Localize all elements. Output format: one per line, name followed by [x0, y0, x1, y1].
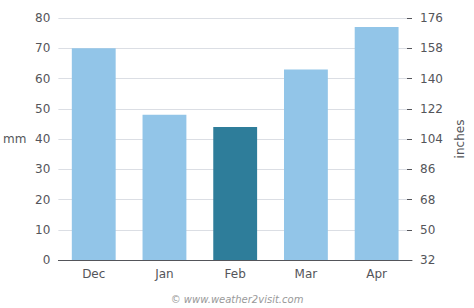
svg-text:32: 32 — [420, 253, 435, 267]
svg-text:10: 10 — [35, 223, 50, 237]
svg-text:30: 30 — [35, 162, 50, 176]
svg-text:68: 68 — [420, 193, 435, 207]
svg-text:40: 40 — [35, 132, 50, 146]
svg-text:Dec: Dec — [82, 267, 105, 281]
svg-text:122: 122 — [420, 102, 443, 116]
svg-text:Mar: Mar — [295, 267, 318, 281]
svg-text:176: 176 — [420, 11, 443, 25]
svg-text:50: 50 — [420, 223, 435, 237]
svg-text:50: 50 — [35, 102, 50, 116]
svg-text:Apr: Apr — [366, 267, 387, 281]
svg-text:140: 140 — [420, 72, 443, 86]
svg-text:70: 70 — [35, 41, 50, 55]
svg-text:0: 0 — [43, 253, 51, 267]
svg-text:mm: mm — [3, 132, 26, 146]
svg-text:60: 60 — [35, 72, 50, 86]
svg-text:20: 20 — [35, 193, 50, 207]
svg-text:104: 104 — [420, 132, 443, 146]
svg-text:158: 158 — [420, 41, 443, 55]
svg-text:Feb: Feb — [225, 267, 246, 281]
svg-text:80: 80 — [35, 11, 50, 25]
svg-text:inches: inches — [453, 120, 467, 159]
svg-text:Jan: Jan — [154, 267, 174, 281]
svg-text:86: 86 — [420, 162, 435, 176]
svg-text:© www.weather2visit.com: © www.weather2visit.com — [171, 294, 304, 305]
